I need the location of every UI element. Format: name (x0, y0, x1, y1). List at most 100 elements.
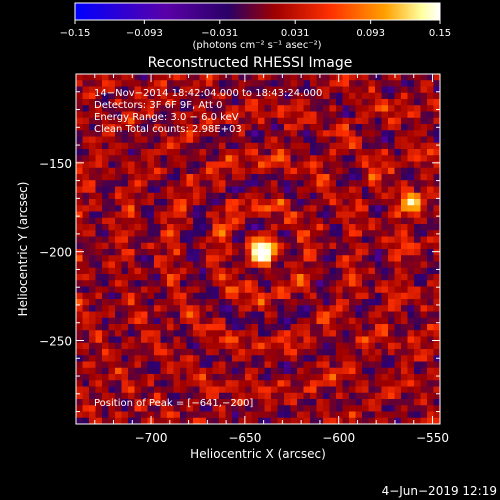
heatmap-cell (193, 380, 200, 387)
heatmap-cell (290, 217, 298, 225)
heatmap-cell (381, 305, 389, 312)
heatmap-cell (329, 192, 337, 200)
heatmap-cell (186, 242, 194, 250)
heatmap-cell (219, 311, 226, 319)
heatmap-cell (258, 411, 265, 419)
heatmap-cell (433, 342, 441, 350)
heatmap-cell (407, 217, 415, 225)
heatmap-cell (316, 367, 324, 375)
heatmap-cell (134, 236, 142, 244)
heatmap-cell (160, 274, 168, 281)
heatmap-cell (362, 380, 369, 387)
heatmap-cell (102, 336, 109, 344)
heatmap-cell (362, 361, 369, 369)
heatmap-cell (212, 336, 220, 344)
heatmap-cell (238, 211, 246, 219)
heatmap-cell (271, 399, 278, 406)
heatmap-cell (193, 217, 200, 225)
heatmap-cell (232, 392, 239, 400)
heatmap-cell (167, 236, 174, 244)
heatmap-cell (368, 242, 376, 250)
heatmap-cell (128, 361, 135, 369)
heatmap-cell (433, 255, 441, 262)
heatmap-cell (303, 80, 311, 87)
heatmap-cell (420, 324, 428, 331)
heatmap-cell (128, 274, 135, 281)
heatmap-cell (336, 242, 343, 250)
heatmap-cell (433, 330, 441, 337)
heatmap-cell (89, 305, 96, 312)
heatmap-cell (160, 117, 168, 125)
heatmap-cell (167, 311, 174, 319)
heatmap-cell (284, 342, 291, 350)
heatmap-cell (258, 367, 265, 375)
heatmap-cell (420, 105, 428, 112)
heatmap-cell (173, 305, 181, 312)
heatmap-cell (76, 86, 83, 94)
heatmap-cell (316, 336, 324, 344)
heatmap-cell (167, 230, 174, 237)
annotations: 14−Nov−2014 18:42:04.000 to 18:43:24.000… (94, 88, 322, 135)
heatmap-cell (141, 374, 148, 381)
heatmap-cell (115, 361, 122, 369)
heatmap-cell (342, 367, 350, 375)
heatmap-cell (186, 155, 194, 162)
heatmap-cell (264, 174, 272, 181)
heatmap-cell (271, 136, 278, 144)
heatmap-cell (212, 174, 220, 181)
heatmap-cell (108, 124, 116, 131)
heatmap-cell (349, 330, 356, 337)
heatmap-cell (121, 267, 129, 275)
heatmap-cell (290, 255, 298, 262)
heatmap-cell (355, 267, 363, 275)
heatmap-cell (128, 86, 135, 94)
heatmap-cell (89, 392, 96, 400)
heatmap-cell (115, 392, 122, 400)
heatmap-cell (212, 92, 220, 100)
heatmap-cell (147, 374, 155, 381)
heatmap-cell (167, 180, 174, 187)
heatmap-cell (271, 167, 278, 175)
heatmap-cell (355, 392, 363, 400)
heatmap-cell (82, 236, 90, 244)
heatmap-cell (232, 111, 239, 119)
heatmap-cell (284, 399, 291, 406)
heatmap-cell (82, 405, 90, 412)
heatmap-cell (76, 167, 83, 175)
heatmap-cell (297, 255, 304, 262)
heatmap-cell (232, 192, 239, 200)
heatmap-cell (303, 305, 311, 312)
heatmap-cell (323, 217, 330, 225)
heatmap-cell (180, 130, 187, 137)
heatmap-cell (225, 292, 233, 300)
heatmap-cell (362, 174, 369, 181)
heatmap-cell (108, 392, 116, 400)
heatmap-cell (160, 205, 168, 212)
heatmap-cell (310, 280, 317, 287)
heatmap-cell (102, 299, 109, 306)
heatmap-cell (108, 192, 116, 200)
heatmap-cell (414, 205, 421, 212)
heatmap-cell (102, 280, 109, 287)
heatmap-cell (89, 299, 96, 306)
heatmap-cell (245, 180, 252, 187)
heatmap-cell (141, 292, 148, 300)
heatmap-cell (310, 367, 317, 375)
heatmap-cell (362, 336, 369, 344)
heatmap-cell (303, 330, 311, 337)
heatmap-cell (102, 267, 109, 275)
heatmap-cell (394, 361, 402, 369)
heatmap-cell (212, 380, 220, 387)
heatmap-cell (160, 92, 168, 100)
heatmap-cell (394, 367, 402, 375)
heatmap-cell (251, 261, 259, 269)
heatmap-cell (193, 180, 200, 187)
heatmap-cell (102, 124, 109, 131)
heatmap-cell (420, 374, 428, 381)
heatmap-cell (362, 330, 369, 337)
heatmap-cell (355, 405, 363, 412)
heatmap-cell (258, 117, 265, 125)
heatmap-cell (290, 361, 298, 369)
heatmap-cell (375, 86, 382, 94)
heatmap-cell (128, 136, 135, 144)
